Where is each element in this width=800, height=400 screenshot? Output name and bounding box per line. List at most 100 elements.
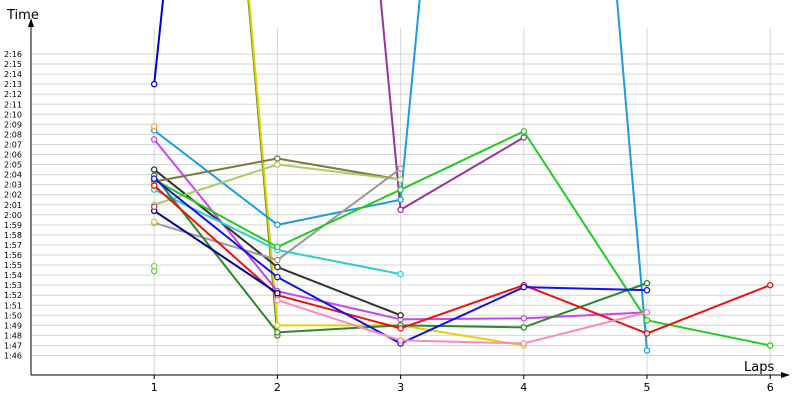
y-tick-label: 2:11 [4,100,22,109]
y-tick-label: 1:47 [4,341,22,350]
series-line-segment [276,294,402,330]
series-line-segment [522,311,648,320]
data-point [397,186,404,193]
series-line-segment [276,167,402,262]
y-tick-label: 1:49 [4,321,22,330]
series-line-segment [399,130,525,191]
y-tick-label: 2:16 [4,50,22,59]
y-tick-label: 2:01 [4,201,22,210]
data-point [274,296,281,304]
series-line-segment [153,138,279,293]
y-tick-label: 1:48 [4,331,22,340]
data-point [520,128,528,135]
series-16 [150,182,774,337]
series-17 [150,175,651,347]
x-axis-title: Laps [744,360,774,375]
x-tick-label: 4 [520,381,527,394]
series-line-segment [153,174,279,334]
data-point [397,196,404,203]
data-point [274,329,281,336]
data-point [397,176,404,183]
y-tick-label: 1:57 [4,241,22,250]
data-point [150,262,158,270]
data-point [150,182,158,189]
series-line-segment [399,286,525,345]
data-point [274,263,281,271]
series-line-segment [276,324,402,334]
y-tick-label: 2:12 [4,90,22,99]
series-line-segment [399,136,525,211]
data-point [643,286,651,294]
series-line-segment [616,0,648,352]
data-point [150,123,158,130]
series-line-segment [399,317,525,321]
y-tick-label: 1:52 [4,291,22,300]
data-point [150,80,158,88]
data-point [150,218,158,226]
series-5 [379,0,528,214]
data-point [150,203,158,211]
y-tick-label: 2:10 [4,110,22,119]
y-tick-label: 2:00 [4,211,22,220]
data-point [274,273,281,281]
series-line-segment [276,299,402,342]
series-19 [274,296,651,347]
data-point [274,221,281,229]
x-tick-label: 5 [644,381,651,394]
series-line-segment [399,339,525,345]
data-point [150,166,158,173]
data-point [274,322,281,329]
series-line-segment [646,319,772,347]
y-tick-label: 1:51 [4,301,22,310]
series-line-segment [153,188,279,251]
y-tick-label: 2:08 [4,130,22,139]
series-23 [150,203,158,211]
y-tick-label: 1:46 [4,352,22,361]
data-point [397,270,404,278]
x-tick-label: 3 [397,381,404,394]
data-point [397,325,404,332]
data-point [274,161,281,168]
series-lines [150,0,774,354]
y-tick-label: 1:53 [4,281,22,290]
data-point [766,281,774,289]
series-line-segment [276,188,402,248]
data-point [766,342,774,349]
series-line-segment [153,184,279,297]
series-line-segment [153,157,279,183]
series-line-segment [153,209,279,295]
y-tick-label: 1:50 [4,311,22,320]
series-1 [150,0,165,88]
data-point [397,165,404,172]
data-point [150,175,158,182]
series-line-segment [153,163,279,206]
y-tick-label: 1:58 [4,231,22,240]
y-tick-label: 2:09 [4,120,22,129]
x-tick-labels: 1 2 3 4 5 6 [151,381,774,394]
y-axis-title: Time [6,8,39,23]
x-tick-label: 1 [151,381,158,394]
series-line-segment [276,290,402,321]
series-line-segment [522,286,648,292]
data-point [643,330,651,337]
axes [28,18,790,378]
y-tick-label: 2:07 [4,140,22,149]
data-point [274,256,281,264]
series-line-segment [276,276,402,345]
series-6 [150,0,651,354]
y-tick-label: 2:05 [4,161,22,170]
data-point [520,315,528,322]
data-point [520,340,528,347]
y-axis-arrow [28,18,34,27]
series-line-segment [276,266,402,317]
y-tick-label: 2:03 [4,181,22,190]
x-axis-arrow [781,372,790,378]
data-point [150,136,158,143]
data-point [397,337,404,344]
series-line-segment [399,324,525,329]
series-18 [150,207,281,297]
y-tick-label: 1:54 [4,271,22,280]
series-line-segment [153,178,279,248]
series-line-segment [276,198,402,226]
